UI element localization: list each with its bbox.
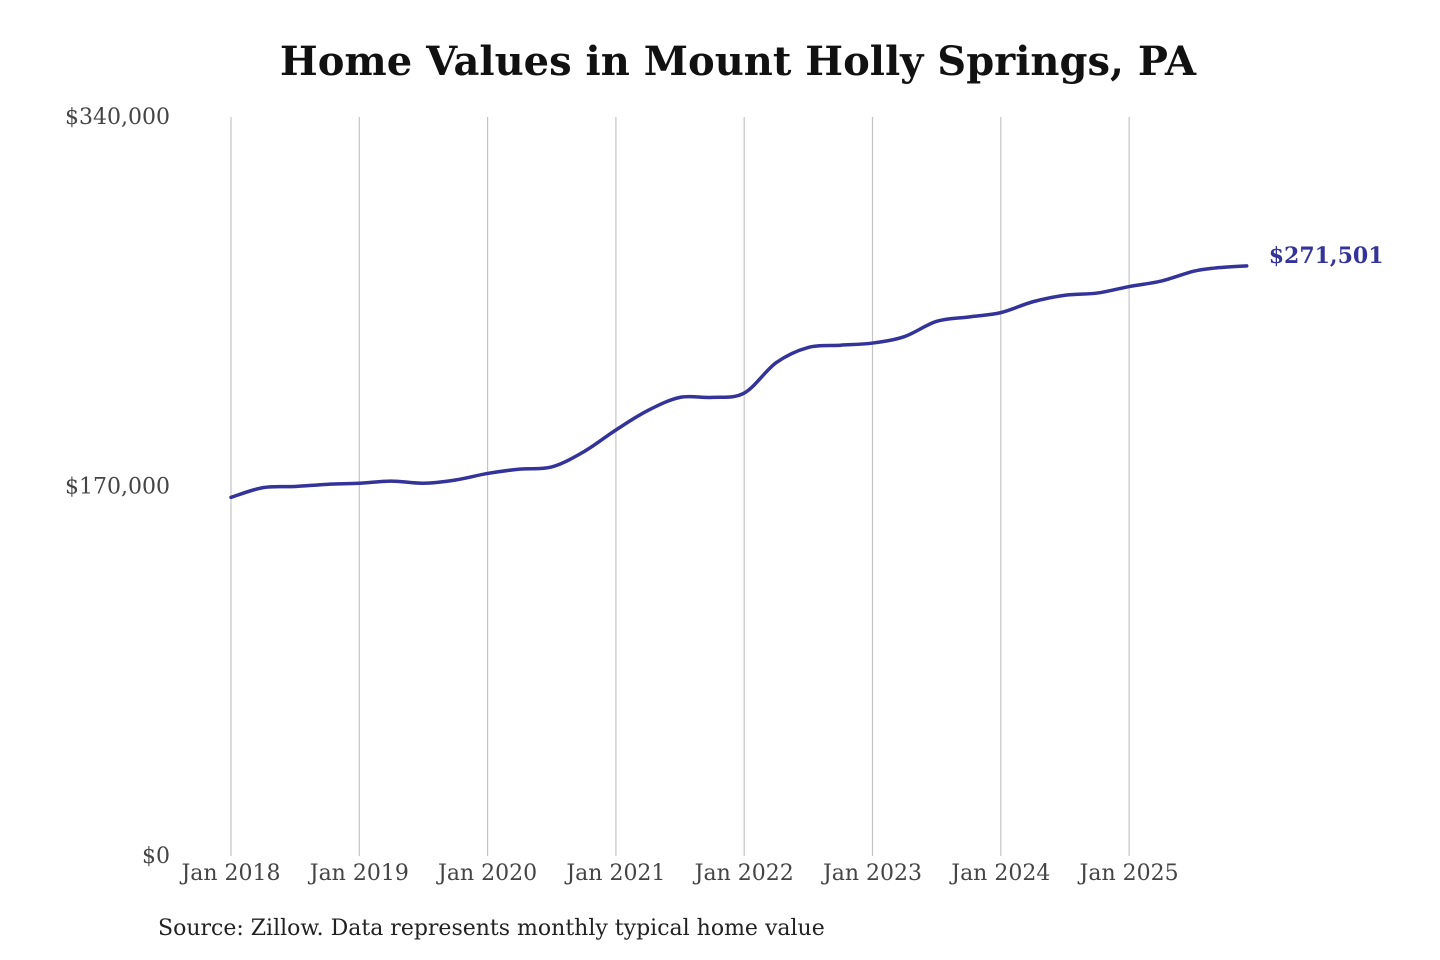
x-tick-label: Jan 2025 [1078, 861, 1179, 886]
x-tick-label: Jan 2018 [179, 861, 280, 886]
chart-title: Home Values in Mount Holly Springs, PA [279, 38, 1197, 85]
source-note: Source: Zillow. Data represents monthly … [158, 916, 825, 941]
grid-lines [230, 117, 1130, 856]
x-tick-label: Jan 2022 [693, 861, 794, 886]
data-labels: $271,501 [1269, 243, 1384, 269]
x-axis-ticks: Jan 2018 Jan 2019 Jan 2020 Jan 2021 Jan 2022… [179, 861, 1178, 886]
series-line-home-value [229, 264, 1249, 500]
end-value-label: $271,501 [1269, 243, 1384, 269]
x-tick-label: Jan 2023 [821, 861, 922, 886]
y-tick-label: $340,000 [65, 105, 170, 130]
y-axis-ticks: $0 $170,000 $340,000 [65, 105, 170, 869]
x-tick-label: Jan 2024 [949, 861, 1050, 886]
x-tick-label: Jan 2020 [436, 861, 537, 886]
x-tick-label: Jan 2021 [564, 861, 665, 886]
y-tick-label: $0 [142, 844, 170, 869]
y-tick-label: $170,000 [65, 475, 170, 500]
series-layer [229, 264, 1249, 500]
x-tick-label: Jan 2019 [308, 861, 409, 886]
